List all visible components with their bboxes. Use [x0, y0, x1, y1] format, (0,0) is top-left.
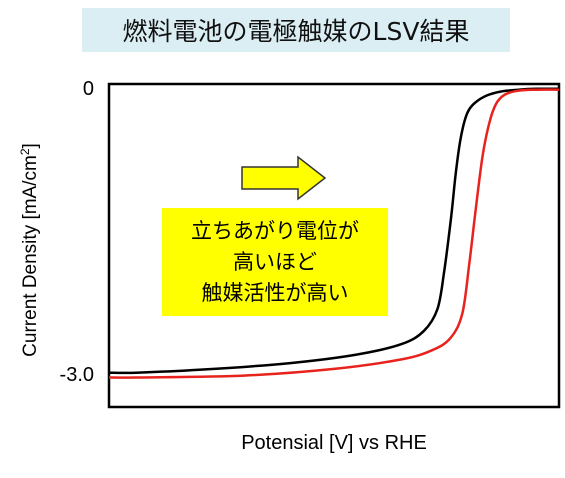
annotation-line: 高いほど: [233, 249, 317, 274]
annotation-callout: 立ちあがり電位が 高いほど 触媒活性が高い: [162, 208, 388, 316]
annotation-line: 触媒活性が高い: [201, 280, 349, 305]
series-line-0: [108, 87, 560, 375]
series-layer: [108, 87, 560, 379]
y-tick-label: 0: [82, 77, 94, 100]
right-arrow-icon: [241, 155, 327, 201]
plot-frame: [107, 82, 561, 409]
series-line-1: [108, 88, 560, 379]
chart-title: 燃料電池の電極触媒のLSV結果: [82, 8, 510, 52]
x-axis-label: Potensial [V] vs RHE: [241, 432, 427, 454]
y-tick-label: -3.0: [59, 363, 94, 386]
annotation-line: 立ちあがり電位が: [191, 218, 359, 243]
y-axis-label: Current Density [mA/cm2]: [17, 143, 42, 357]
